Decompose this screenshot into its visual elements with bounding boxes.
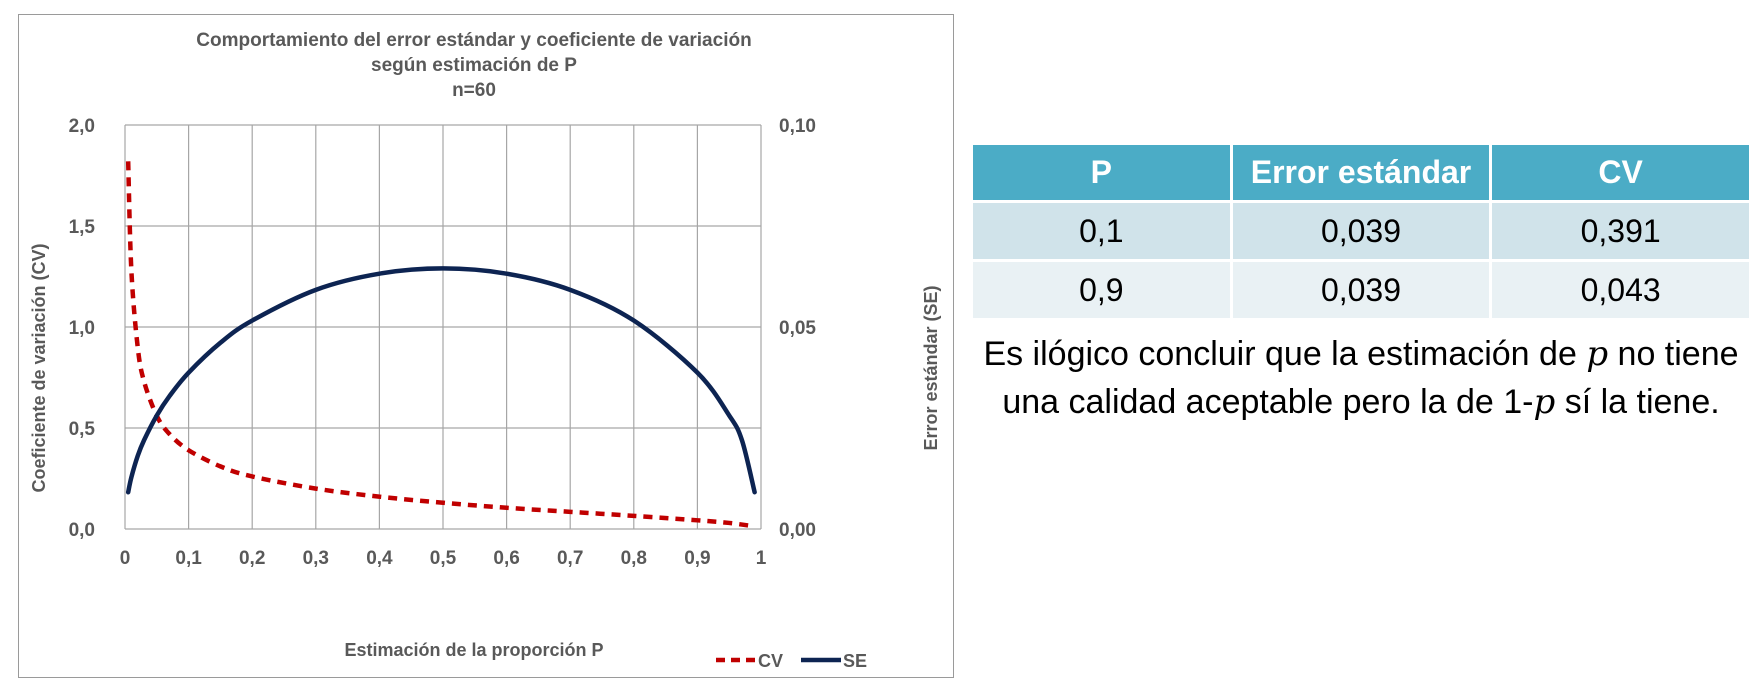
cell-cv: 0,391 [1492, 203, 1749, 259]
y-right-tick-label: 0,05 [779, 318, 816, 339]
summary-table: P Error estándar CV 0,1 0,039 0,391 0,9 … [970, 142, 1752, 321]
table-header-row: P Error estándar CV [973, 145, 1749, 200]
chart-title-line: n=60 [452, 80, 496, 101]
x-tick-label: 0,7 [557, 548, 583, 569]
x-tick-label: 0,6 [493, 548, 519, 569]
y-axis-left-label: Coeficiente de variación (CV) [29, 243, 49, 492]
x-tick-label: 0,1 [175, 548, 202, 569]
x-tick-label: 0,4 [366, 548, 393, 569]
x-tick-label: 0,3 [303, 548, 329, 569]
series-line-cv [125, 161, 755, 529]
x-tick-label: 0,9 [684, 548, 710, 569]
tick-labels: 0 0,1 0,2 0,3 0,4 0,5 0,6 0,7 0,8 0,9 1 0,0 0,5 1,0 1,… [69, 116, 817, 569]
y-left-tick-label: 1,0 [69, 318, 95, 339]
legend: CV SE [716, 651, 867, 671]
legend-label-se: SE [843, 651, 867, 671]
y-left-tick-label: 2,0 [69, 116, 95, 137]
cell-cv: 0,043 [1492, 262, 1749, 318]
y-right-tick-label: 0,00 [779, 520, 816, 541]
table-row: 0,1 0,039 0,391 [973, 203, 1749, 259]
header-error-estandar: Error estándar [1232, 145, 1490, 200]
variable-p: p [1586, 334, 1609, 374]
legend-label-cv: CV [758, 651, 783, 671]
dual-axis-line-chart: Comportamiento del error estándar y coef… [29, 30, 941, 671]
y-left-tick-label: 0,5 [69, 419, 96, 440]
cell-se: 0,039 [1232, 203, 1490, 259]
y-left-tick-label: 1,5 [69, 217, 96, 238]
x-tick-label: 0 [120, 548, 131, 569]
x-tick-label: 0,8 [621, 548, 647, 569]
chart-title-line: según estimación de P [371, 55, 577, 76]
y-left-tick-label: 0,0 [69, 520, 95, 541]
header-p: P [973, 145, 1230, 200]
conclusion-part2: no tiene una calidad aceptable pero la d… [1002, 335, 1739, 421]
y-right-tick-label: 0,10 [779, 116, 816, 137]
chart-frame: Comportamiento del error estándar y coef… [18, 14, 954, 678]
x-tick-label: 0,5 [430, 548, 457, 569]
cell-p: 0,1 [973, 203, 1230, 259]
conclusion-part3: sí la tiene. [1564, 383, 1720, 421]
variable-p: p [1533, 382, 1556, 422]
header-cv: CV [1492, 145, 1749, 200]
grid-layer [124, 124, 762, 530]
chart-title: Comportamiento del error estándar y coef… [196, 30, 751, 101]
x-tick-label: 1 [756, 548, 767, 569]
cell-se: 0,039 [1232, 262, 1490, 318]
y-axis-right-label: Error estándar (SE) [921, 285, 941, 450]
table-row: 0,9 0,039 0,043 [973, 262, 1749, 318]
conclusion-text: Es ilógico concluir que la estimación de… [975, 330, 1747, 426]
x-tick-label: 0,2 [239, 548, 265, 569]
cell-p: 0,9 [973, 262, 1230, 318]
chart-title-line: Comportamiento del error estándar y coef… [196, 30, 751, 51]
series-layer [125, 161, 757, 529]
conclusion-part1: Es ilógico concluir que la estimación de [983, 335, 1577, 373]
x-axis-label: Estimación de la proporción P [344, 640, 603, 660]
series-line-se [125, 266, 757, 495]
